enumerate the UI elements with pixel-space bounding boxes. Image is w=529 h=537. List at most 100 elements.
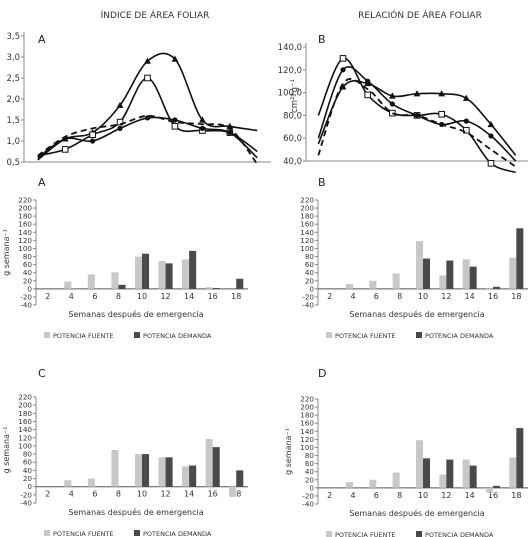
x-tick-label: 2 bbox=[45, 292, 50, 301]
bar-demanda bbox=[189, 465, 197, 487]
bar-fuente bbox=[462, 259, 470, 289]
y-tick-label: 160 bbox=[300, 220, 314, 229]
panel-letter: B bbox=[318, 33, 326, 46]
bar-fuente bbox=[392, 472, 400, 488]
panel-letter: D bbox=[318, 367, 326, 380]
bar-demanda bbox=[142, 253, 150, 289]
bar-demanda bbox=[212, 447, 220, 487]
bar-fuente bbox=[111, 272, 119, 289]
data-point-triangle bbox=[198, 116, 206, 123]
data-point-square bbox=[438, 110, 445, 118]
y-tick-label: 40 bbox=[305, 268, 315, 277]
data-point-triangle bbox=[388, 92, 396, 99]
y-tick-label: 2,5 bbox=[6, 74, 20, 84]
panel-letter: B bbox=[318, 176, 326, 189]
y-tick-label: 140 bbox=[300, 228, 314, 237]
x-tick-label: 4 bbox=[350, 292, 355, 301]
x-axis-label: Semanas después de emergencia bbox=[68, 507, 203, 517]
data-point-triangle bbox=[144, 57, 151, 64]
series-line-2 bbox=[37, 116, 258, 159]
y-tick-label: 60 bbox=[305, 260, 315, 269]
bar-demanda bbox=[493, 286, 500, 289]
x-tick-label: 8 bbox=[397, 292, 402, 301]
y-tick-label: 60,0 bbox=[283, 134, 302, 144]
y-tick-label: 20 bbox=[305, 276, 315, 285]
y-tick-label: 180 bbox=[300, 212, 314, 221]
y-tick-label: 80 bbox=[305, 252, 315, 261]
data-point-circle bbox=[90, 138, 96, 144]
y-tick-label: 220 bbox=[300, 395, 314, 404]
data-point-triangle bbox=[462, 94, 470, 101]
y-tick-label: 40,0 bbox=[283, 157, 302, 167]
legend-label-demanda: POTENCIA DEMANDA bbox=[425, 531, 494, 537]
bar-fuente bbox=[346, 482, 353, 488]
data-point-square bbox=[389, 109, 396, 117]
y-tick-label: 100 bbox=[300, 443, 314, 452]
bar-demanda bbox=[516, 228, 524, 289]
x-tick-label: 18 bbox=[231, 490, 241, 499]
x-tick-label: 12 bbox=[160, 490, 170, 499]
bar-demanda bbox=[165, 263, 173, 289]
x-tick-label: 14 bbox=[465, 292, 475, 301]
y-tick-label: 120 bbox=[300, 236, 314, 245]
x-axis-label: Semanas después de emergencia bbox=[349, 508, 484, 518]
x-tick-label: 6 bbox=[374, 491, 379, 500]
y-tick-label: 160 bbox=[300, 419, 314, 428]
y-tick-label: 0 bbox=[27, 284, 32, 293]
y-tick-label: -40 bbox=[20, 499, 32, 508]
bar-fuente bbox=[509, 257, 517, 289]
legend-swatch-demanda bbox=[134, 332, 140, 338]
data-point-triangle bbox=[171, 55, 179, 62]
bar-demanda bbox=[189, 250, 197, 289]
y-tick-label: 0 bbox=[27, 482, 32, 491]
bar-fuente bbox=[369, 479, 377, 488]
bar-fuente bbox=[416, 241, 423, 289]
y-tick-label: 100 bbox=[300, 244, 314, 253]
y-tick-label: 80,0 bbox=[283, 111, 302, 121]
legend-label-fuente: POTENCIA FUENTE bbox=[335, 531, 396, 537]
x-tick-label: 8 bbox=[397, 491, 402, 500]
y-tick-label: 200 bbox=[18, 204, 32, 213]
bar-fuente bbox=[182, 466, 190, 487]
x-tick-label: 6 bbox=[374, 292, 379, 301]
data-point-triangle bbox=[487, 120, 495, 128]
y-tick-label: 140 bbox=[300, 427, 314, 436]
bar-fuente bbox=[205, 438, 213, 487]
bar-fuente bbox=[346, 284, 353, 289]
y-tick-label: 40 bbox=[305, 467, 315, 476]
legend-swatch-demanda bbox=[416, 332, 422, 338]
x-tick-label: 16 bbox=[488, 491, 498, 500]
data-point-circle bbox=[117, 125, 123, 131]
bar-fuente bbox=[229, 486, 237, 497]
line-chart-a: ÍNDICE DE ÁREA FOLIAR A 0,5 1,0 1,5 2,0 2,5 3,0… bbox=[6, 9, 271, 168]
x-tick-label: 12 bbox=[160, 292, 170, 301]
x-tick-label: 12 bbox=[441, 491, 451, 500]
y-tick-label: 180 bbox=[18, 409, 32, 418]
y-tick-label: 180 bbox=[300, 411, 314, 420]
y-tick-label: 200 bbox=[300, 403, 314, 412]
x-tick-label: 16 bbox=[208, 490, 218, 499]
data-point-circle bbox=[389, 101, 395, 107]
line-chart-b: RELACIÓN DE ÁREA FOLIAR B 40,0 60,0 80,0 100,… bbox=[278, 9, 528, 174]
legend-label-demanda: POTENCIA DEMANDA bbox=[143, 530, 212, 537]
bar-fuente bbox=[87, 274, 95, 289]
y-tick-label: 140 bbox=[18, 425, 32, 434]
legend-swatch-fuente bbox=[44, 332, 50, 338]
x-tick-label: 2 bbox=[327, 292, 332, 301]
legend-swatch-fuente bbox=[326, 332, 332, 338]
x-tick-label: 10 bbox=[137, 292, 147, 301]
data-point-circle bbox=[488, 133, 494, 139]
x-tick-label: 10 bbox=[418, 292, 428, 301]
x-tick-label: 6 bbox=[92, 490, 97, 499]
data-point-square bbox=[171, 123, 179, 130]
x-tick-label: 4 bbox=[350, 491, 355, 500]
x-axis-label: Semanas después de emergencia bbox=[68, 309, 203, 319]
x-tick-label: 10 bbox=[137, 490, 147, 499]
y-tick-label: 40 bbox=[23, 466, 33, 475]
x-tick-label: 8 bbox=[116, 292, 121, 301]
y-tick-label: 120 bbox=[18, 236, 32, 245]
data-point-circle bbox=[340, 67, 346, 73]
